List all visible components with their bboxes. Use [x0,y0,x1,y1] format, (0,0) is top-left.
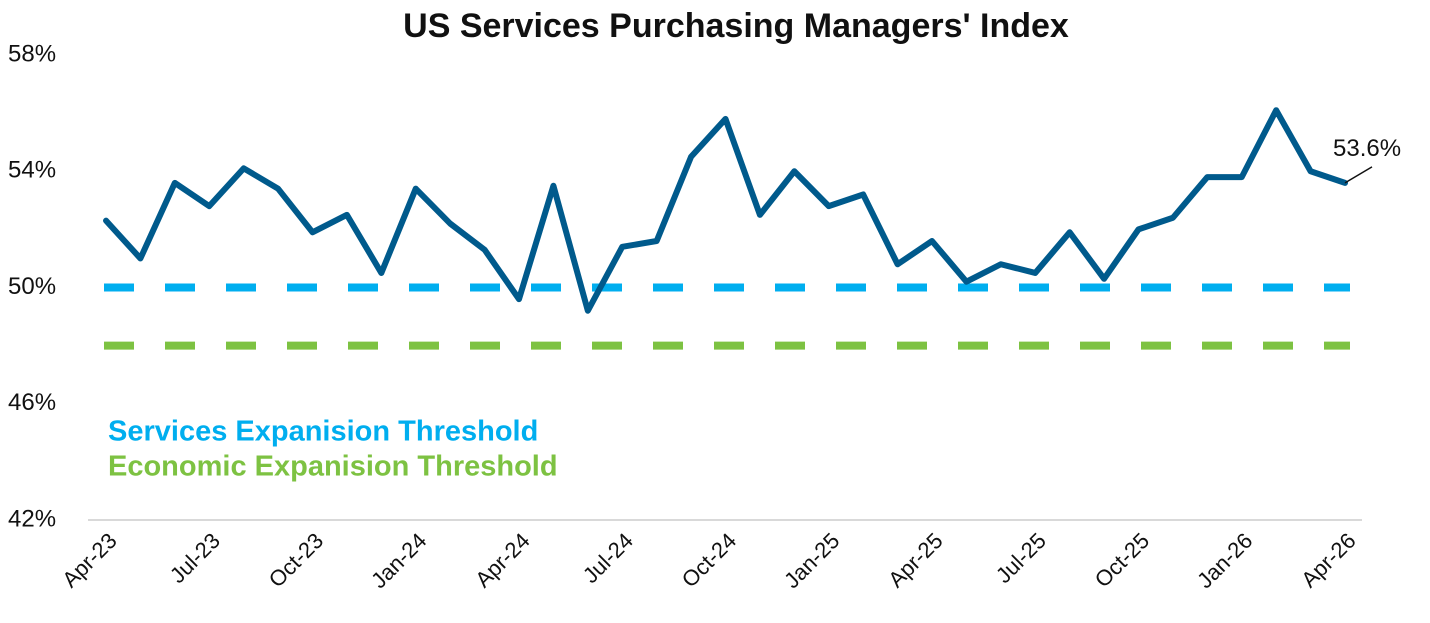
y-tick-label: 46% [8,389,56,416]
x-tick-label: Jul-24 [578,528,638,588]
data-line [103,107,1348,314]
y-tick-label: 54% [8,157,56,184]
label-leader [1344,166,1373,184]
x-tick-label: Oct-25 [1090,528,1154,592]
x-tick-label: Apr-24 [470,528,534,592]
x-tick-label: Oct-23 [264,528,328,592]
x-tick-label: Oct-24 [677,528,741,592]
chart-title: US Services Purchasing Managers' Index [403,7,1069,45]
data-label: 53.6% [1333,135,1401,162]
x-tick-label: Apr-25 [883,528,947,592]
x-tick-label: Apr-23 [57,528,121,592]
x-tick-label: Jul-23 [165,528,225,588]
y-tick-label: 58% [8,40,56,67]
x-tick-label: Apr-26 [1296,528,1360,592]
x-tick-label: Jul-25 [991,528,1051,588]
x-tick-label: Jan-25 [779,528,844,593]
y-tick-label: 50% [8,273,56,300]
x-tick-label: Jan-26 [1192,528,1257,593]
legend-label: Economic Expanision Threshold [108,451,558,483]
y-tick-label: 42% [8,505,56,532]
x-tick-label: Jan-24 [366,528,431,593]
legend-label: Services Expanision Threshold [108,416,538,448]
